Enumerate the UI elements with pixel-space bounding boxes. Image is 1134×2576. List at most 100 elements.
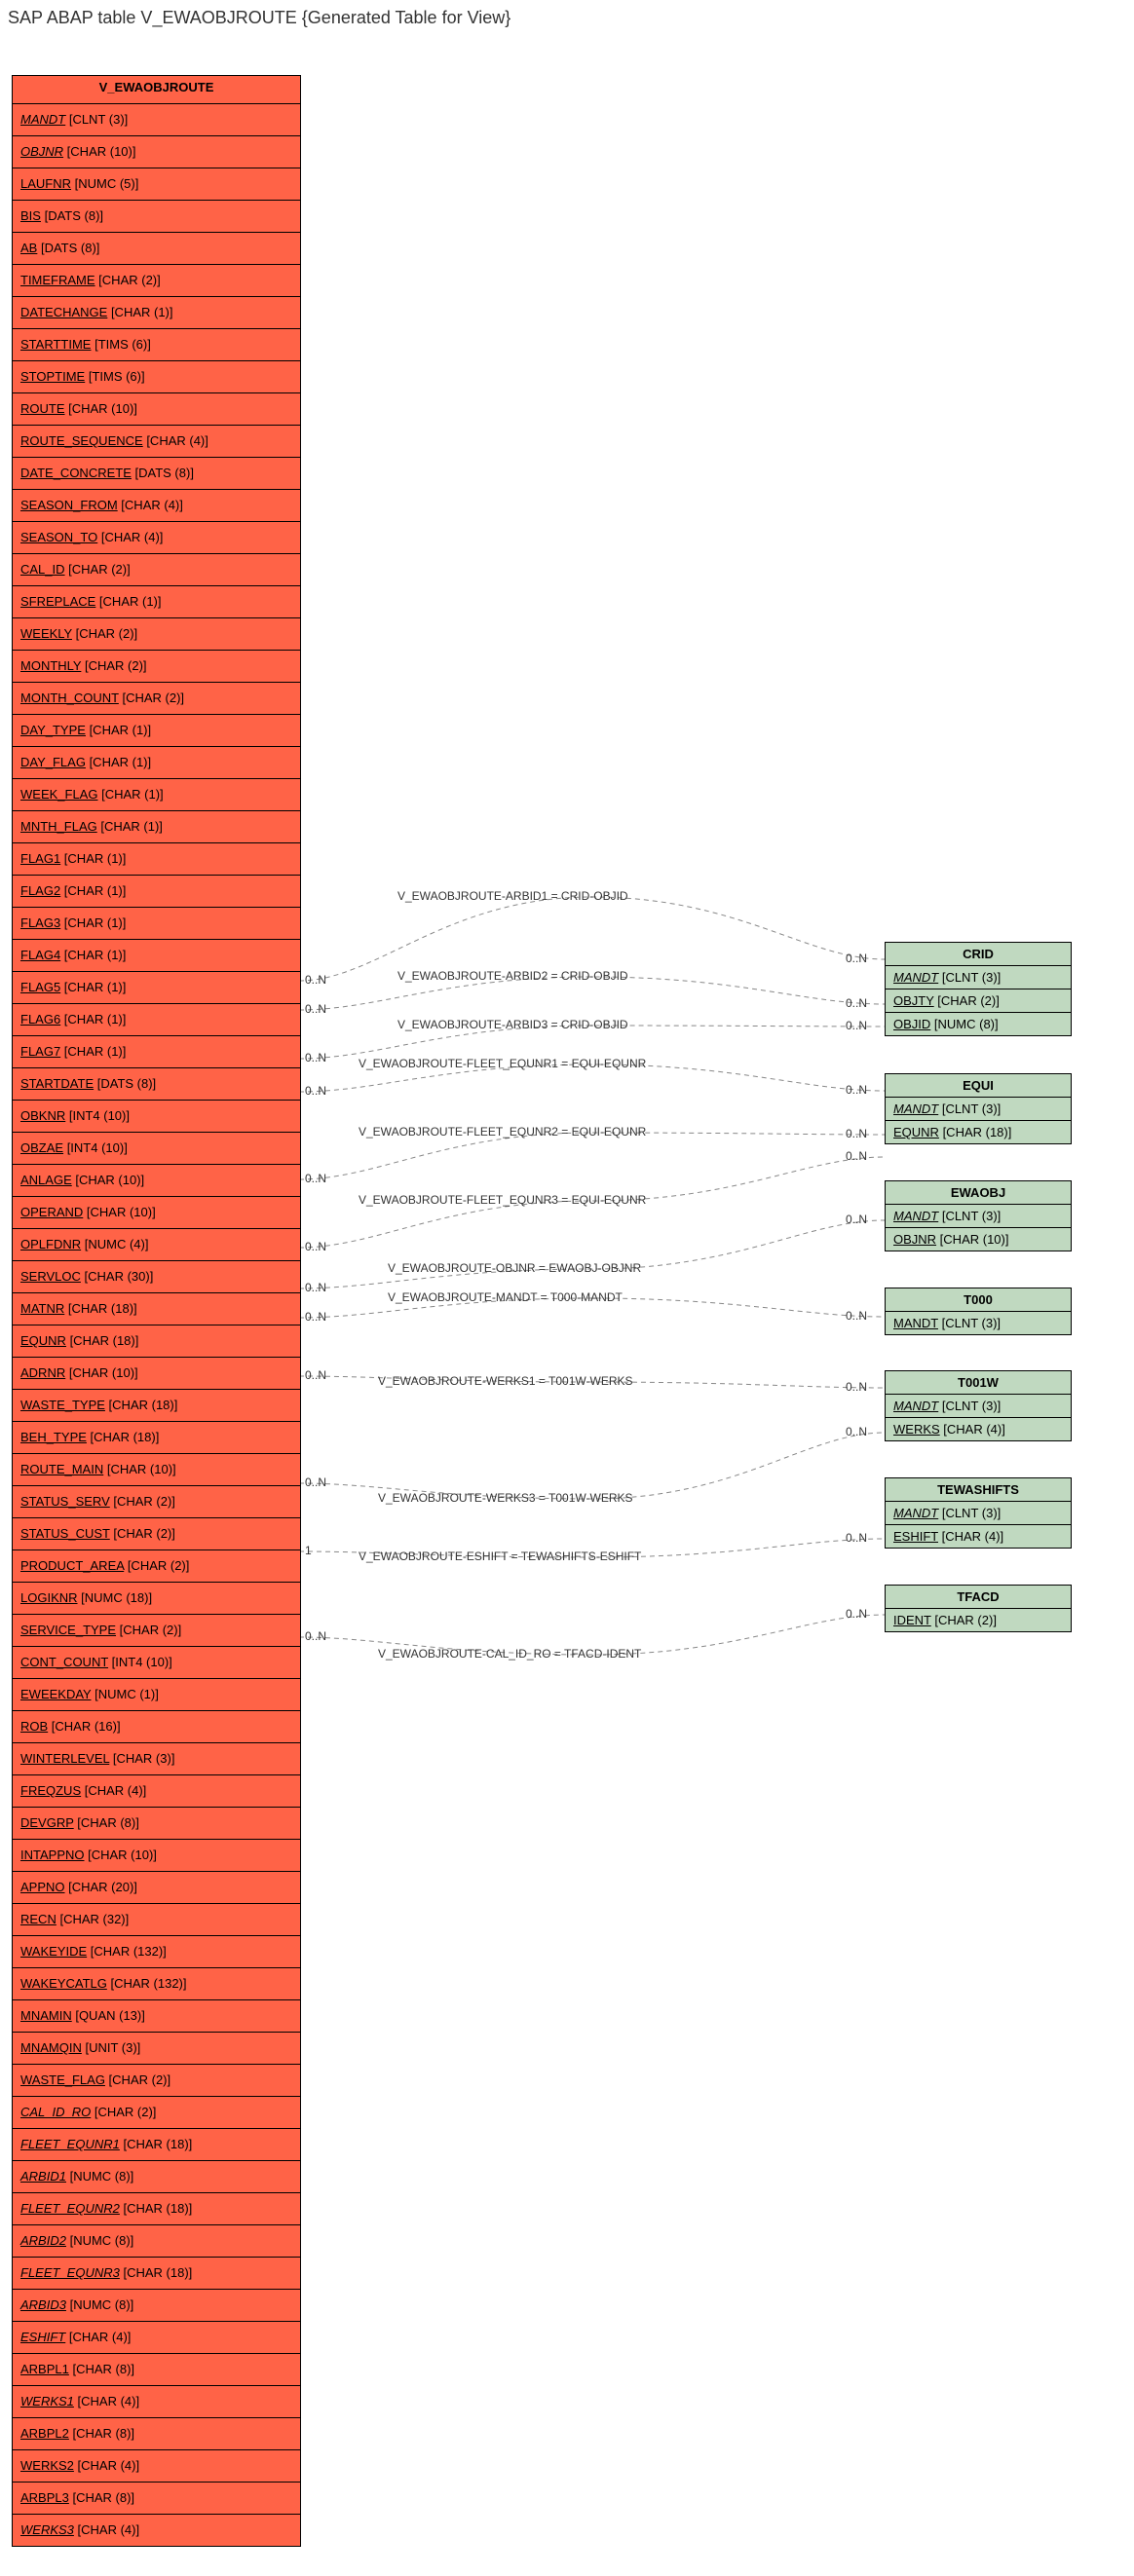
field-name: STATUS_CUST bbox=[20, 1526, 110, 1541]
table-row: WEEKLY [CHAR (2)] bbox=[13, 618, 300, 651]
field-name: INTAPPNO bbox=[20, 1848, 85, 1862]
field-type: [CHAR (20)] bbox=[65, 1880, 137, 1894]
edge-label: V_EWAOBJROUTE-FLEET_EQUNR2 = EQUI-EQUNR bbox=[359, 1125, 646, 1139]
field-name: ARBID2 bbox=[20, 2233, 66, 2248]
table-row: CAL_ID [CHAR (2)] bbox=[13, 554, 300, 586]
field-name: SERVICE_TYPE bbox=[20, 1623, 116, 1637]
field-name: OBKNR bbox=[20, 1108, 65, 1123]
field-type: [CHAR (4)] bbox=[940, 1422, 1005, 1437]
table-row: FLEET_EQUNR1 [CHAR (18)] bbox=[13, 2129, 300, 2161]
table-row: AB [DATS (8)] bbox=[13, 233, 300, 265]
field-type: [CHAR (8)] bbox=[74, 1815, 139, 1830]
field-type: [CHAR (18)] bbox=[120, 2201, 192, 2216]
table-row: OBJNR [CHAR (10)] bbox=[13, 136, 300, 168]
field-type: [CHAR (4)] bbox=[74, 2522, 139, 2537]
table-row: TIMEFRAME [CHAR (2)] bbox=[13, 265, 300, 297]
table-row: ANLAGE [CHAR (10)] bbox=[13, 1165, 300, 1197]
table-row: WAKEYCATLG [CHAR (132)] bbox=[13, 1968, 300, 2000]
ref-table-tfacd: TFACDIDENT [CHAR (2)] bbox=[885, 1585, 1072, 1632]
table-row: MONTH_COUNT [CHAR (2)] bbox=[13, 683, 300, 715]
field-type: [NUMC (1)] bbox=[91, 1687, 158, 1701]
field-name: DEVGRP bbox=[20, 1815, 74, 1830]
cardinality-src: 0..N bbox=[305, 1368, 326, 1382]
cardinality-src: 0..N bbox=[305, 1310, 326, 1324]
field-name: MANDT bbox=[893, 1316, 938, 1330]
field-type: [CHAR (16)] bbox=[48, 1719, 120, 1734]
field-name: RECN bbox=[20, 1912, 57, 1926]
field-name: WERKS2 bbox=[20, 2458, 74, 2473]
table-row: OBJTY [CHAR (2)] bbox=[886, 989, 1071, 1013]
field-name: FREQZUS bbox=[20, 1783, 81, 1798]
cardinality-dst: 0..N bbox=[846, 996, 867, 1010]
table-row: EQUNR [CHAR (18)] bbox=[886, 1121, 1071, 1143]
table-row: LOGIKNR [NUMC (18)] bbox=[13, 1583, 300, 1615]
field-type: [CHAR (4)] bbox=[65, 2330, 131, 2344]
table-row: DAY_TYPE [CHAR (1)] bbox=[13, 715, 300, 747]
main-table: V_EWAOBJROUTEMANDT [CLNT (3)]OBJNR [CHAR… bbox=[12, 75, 301, 2547]
table-row: RECN [CHAR (32)] bbox=[13, 1904, 300, 1936]
table-row: MANDT [CLNT (3)] bbox=[886, 1502, 1071, 1525]
table-header: EWAOBJ bbox=[886, 1181, 1071, 1205]
field-type: [CHAR (1)] bbox=[60, 948, 126, 962]
table-row: SERVLOC [CHAR (30)] bbox=[13, 1261, 300, 1293]
table-row: ESHIFT [CHAR (4)] bbox=[13, 2322, 300, 2354]
cardinality-src: 0..N bbox=[305, 1475, 326, 1489]
table-row: MANDT [CLNT (3)] bbox=[886, 966, 1071, 989]
table-row: SFREPLACE [CHAR (1)] bbox=[13, 586, 300, 618]
table-row: FLEET_EQUNR2 [CHAR (18)] bbox=[13, 2193, 300, 2225]
field-name: OPERAND bbox=[20, 1205, 83, 1219]
field-name: MATNR bbox=[20, 1301, 64, 1316]
field-type: [QUAN (13)] bbox=[72, 2008, 145, 2023]
cardinality-dst: 0..N bbox=[846, 1149, 867, 1163]
ref-table-crid: CRIDMANDT [CLNT (3)]OBJTY [CHAR (2)]OBJI… bbox=[885, 942, 1072, 1036]
table-row: STARTDATE [DATS (8)] bbox=[13, 1068, 300, 1101]
table-row: ROUTE_SEQUENCE [CHAR (4)] bbox=[13, 426, 300, 458]
field-name: WERKS bbox=[893, 1422, 940, 1437]
field-type: [CHAR (1)] bbox=[95, 594, 161, 609]
field-name: BEH_TYPE bbox=[20, 1430, 87, 1444]
field-type: [CHAR (8)] bbox=[69, 2490, 134, 2505]
field-name: DAY_FLAG bbox=[20, 755, 86, 769]
field-name: EQUNR bbox=[20, 1333, 66, 1348]
cardinality-dst: 0..N bbox=[846, 1309, 867, 1323]
edge-label: V_EWAOBJROUTE-OBJNR = EWAOBJ-OBJNR bbox=[388, 1261, 641, 1275]
field-type: [CHAR (10)] bbox=[103, 1462, 175, 1476]
field-name: CAL_ID bbox=[20, 562, 65, 577]
field-name: ESHIFT bbox=[893, 1529, 938, 1544]
table-row: CONT_COUNT [INT4 (10)] bbox=[13, 1647, 300, 1679]
field-name: FLEET_EQUNR1 bbox=[20, 2137, 120, 2151]
field-type: [CHAR (2)] bbox=[931, 1613, 997, 1627]
table-row: APPNO [CHAR (20)] bbox=[13, 1872, 300, 1904]
field-name: EQUNR bbox=[893, 1125, 939, 1139]
field-name: MANDT bbox=[893, 1399, 938, 1413]
field-name: OBJNR bbox=[20, 144, 63, 159]
field-type: [NUMC (8)] bbox=[930, 1017, 998, 1031]
field-name: ESHIFT bbox=[20, 2330, 65, 2344]
table-row: ARBPL2 [CHAR (8)] bbox=[13, 2418, 300, 2450]
field-type: [CHAR (2)] bbox=[105, 2072, 170, 2087]
ref-table-t001w: T001WMANDT [CLNT (3)]WERKS [CHAR (4)] bbox=[885, 1370, 1072, 1441]
cardinality-src: 0..N bbox=[305, 1629, 326, 1643]
table-row: CAL_ID_RO [CHAR (2)] bbox=[13, 2097, 300, 2129]
table-row: WERKS3 [CHAR (4)] bbox=[13, 2515, 300, 2546]
field-type: [CHAR (1)] bbox=[97, 819, 163, 834]
field-type: [DATS (8)] bbox=[94, 1076, 156, 1091]
field-type: [CHAR (4)] bbox=[118, 498, 183, 512]
table-row: ROB [CHAR (16)] bbox=[13, 1711, 300, 1743]
field-type: [CHAR (2)] bbox=[934, 993, 1000, 1008]
table-row: MONTHLY [CHAR (2)] bbox=[13, 651, 300, 683]
field-name: ARBPL1 bbox=[20, 2362, 69, 2376]
field-name: MNTH_FLAG bbox=[20, 819, 97, 834]
cardinality-src: 0..N bbox=[305, 1281, 326, 1294]
field-name: ROB bbox=[20, 1719, 48, 1734]
ref-table-ewaobj: EWAOBJMANDT [CLNT (3)]OBJNR [CHAR (10)] bbox=[885, 1180, 1072, 1251]
field-name: WASTE_FLAG bbox=[20, 2072, 105, 2087]
field-type: [CHAR (10)] bbox=[63, 144, 135, 159]
field-type: [CHAR (10)] bbox=[65, 401, 137, 416]
field-name: OBJNR bbox=[893, 1232, 936, 1247]
table-row: STOPTIME [TIMS (6)] bbox=[13, 361, 300, 393]
field-type: [CHAR (2)] bbox=[110, 1526, 175, 1541]
field-type: [CHAR (1)] bbox=[60, 851, 126, 866]
field-name: WASTE_TYPE bbox=[20, 1398, 105, 1412]
field-type: [CHAR (1)] bbox=[86, 723, 151, 737]
